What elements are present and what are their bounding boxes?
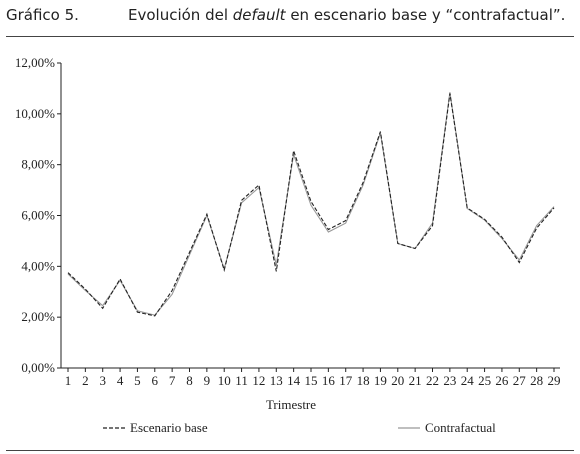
chart-ticks: 0,00%2,00%4,00%6,00%8,00%10,00%12,00%1 2 3… xyxy=(15,55,561,388)
x-tick-label: 16 xyxy=(322,373,336,388)
x-tick-label: 1 xyxy=(65,373,72,388)
chart-legend: Escenario base Contrafactual xyxy=(103,420,496,435)
figure-title: Evolución del default en escenario base … xyxy=(128,6,565,24)
x-tick-label: 12 xyxy=(252,373,265,388)
title-part-1: Evolución del xyxy=(128,6,233,24)
x-tick-label: 13 xyxy=(270,373,283,388)
x-tick-label: 17 xyxy=(339,373,353,388)
chart-axes xyxy=(60,63,560,369)
x-tick-label: 11 xyxy=(235,373,248,388)
x-tick-label: 28 xyxy=(530,373,543,388)
x-tick-label: 3 xyxy=(99,373,106,388)
series-line-contrafactual xyxy=(67,92,555,316)
bottom-rule xyxy=(6,450,574,451)
x-tick-label: 15 xyxy=(305,373,318,388)
x-tick-label: 29 xyxy=(548,373,561,388)
top-rule xyxy=(6,36,574,37)
x-tick-label: 23 xyxy=(443,373,456,388)
y-tick-label: 0,00% xyxy=(21,360,55,375)
chart-lines xyxy=(67,92,555,317)
y-tick-label: 8,00% xyxy=(21,157,55,172)
x-tick-label: 18 xyxy=(357,373,370,388)
x-tick-label: 19 xyxy=(374,373,387,388)
series-line-escenario-base xyxy=(67,93,555,317)
x-tick-label: 22 xyxy=(426,373,439,388)
title-italic: default xyxy=(232,6,286,24)
y-tick-label: 4,00% xyxy=(21,258,55,273)
x-tick-label: 9 xyxy=(204,373,211,388)
x-tick-label: 25 xyxy=(478,373,491,388)
x-tick-label: 26 xyxy=(495,373,509,388)
x-tick-label: 20 xyxy=(391,373,404,388)
x-tick-label: 21 xyxy=(409,373,422,388)
y-tick-label: 6,00% xyxy=(21,208,55,223)
x-tick-label: 24 xyxy=(461,373,475,388)
x-tick-label: 6 xyxy=(152,373,159,388)
y-tick-label: 10,00% xyxy=(15,106,55,121)
x-tick-label: 7 xyxy=(169,373,176,388)
x-tick-label: 4 xyxy=(117,373,124,388)
x-axis-title: Trimestre xyxy=(266,397,316,412)
x-tick-label: 10 xyxy=(218,373,231,388)
x-tick-label: 8 xyxy=(186,373,193,388)
x-tick-label: 5 xyxy=(134,373,141,388)
y-tick-label: 12,00% xyxy=(15,55,55,70)
x-tick-label: 2 xyxy=(82,373,89,388)
legend-item-contrafactual-label: Contrafactual xyxy=(425,420,496,435)
figure-header: Gráfico 5. Evolución del default en esce… xyxy=(0,0,580,34)
x-tick-label: 27 xyxy=(513,373,527,388)
legend-item-escenario-base-label: Escenario base xyxy=(130,420,208,435)
title-part-2: en escenario base y “contrafactual”. xyxy=(285,6,566,24)
figure-label: Gráfico 5. xyxy=(6,6,79,24)
y-tick-label: 2,00% xyxy=(21,309,55,324)
x-tick-label: 14 xyxy=(287,373,301,388)
